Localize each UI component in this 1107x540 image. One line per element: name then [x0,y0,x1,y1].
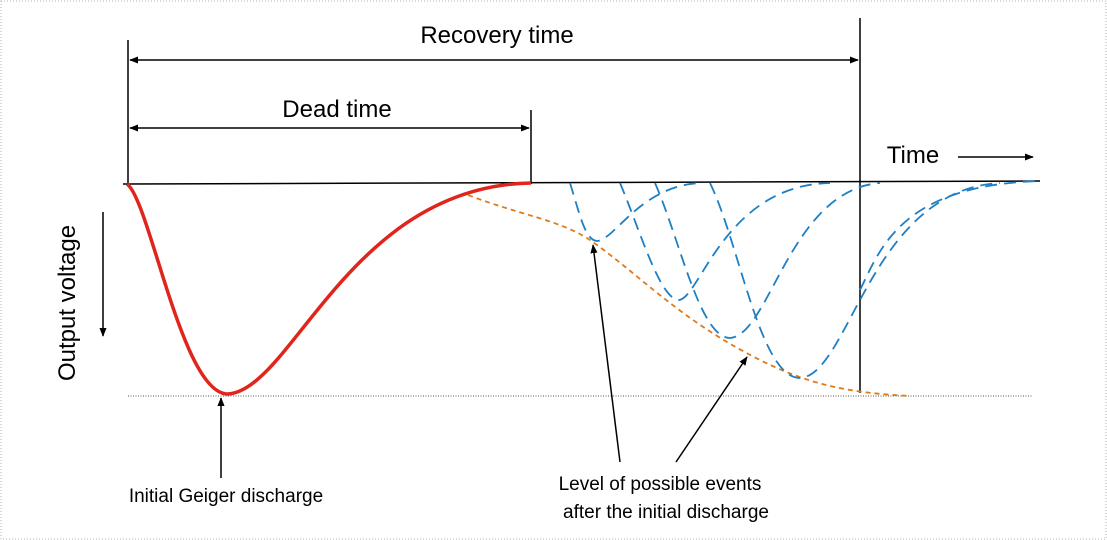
event-curve-4 [709,182,1001,379]
possible-events-pointer-1 [590,244,621,463]
baseline [122,180,1041,185]
possible-event-curves [569,180,1041,379]
event-curve-5 [859,180,1041,291]
event-curve-2 [619,182,831,301]
time-axis-label: Time [887,142,939,169]
possible-events-label-line1: Level of possible events [559,474,762,495]
possible-events-pointer-2 [675,356,748,463]
event-curve-3 [654,182,881,339]
output-voltage-label: Output voltage [54,225,81,381]
event-curve-1 [569,182,701,242]
possible-events-label-line2: after the initial discharge [563,502,769,523]
initial-discharge-curve [125,181,532,396]
dead-time-label: Dead time [282,96,391,123]
initial-discharge-label: Initial Geiger discharge [129,486,323,507]
envelope-curve [467,194,911,397]
recovery-time-label: Recovery time [420,22,573,49]
